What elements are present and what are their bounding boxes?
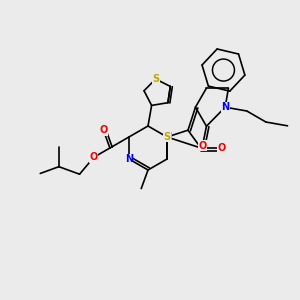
Text: S: S xyxy=(152,74,159,84)
Text: O: O xyxy=(198,141,207,151)
Text: N: N xyxy=(163,132,171,142)
Text: O: O xyxy=(218,143,226,153)
Text: O: O xyxy=(99,125,108,135)
Text: N: N xyxy=(221,102,229,112)
Text: O: O xyxy=(90,152,98,162)
Text: N: N xyxy=(125,154,133,164)
Text: S: S xyxy=(164,132,171,142)
